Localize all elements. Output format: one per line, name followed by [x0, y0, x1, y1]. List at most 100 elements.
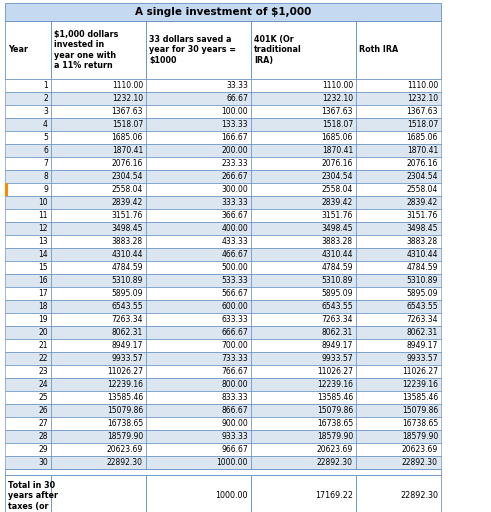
Bar: [146, 21, 251, 79]
Text: 8062.31: 8062.31: [322, 328, 353, 337]
Text: 3: 3: [43, 107, 48, 116]
Text: 3151.76: 3151.76: [407, 211, 438, 220]
Text: 5310.89: 5310.89: [322, 276, 353, 285]
Bar: [356, 170, 441, 183]
Text: 166.67: 166.67: [221, 133, 248, 142]
Bar: [51, 430, 146, 443]
Bar: [356, 365, 441, 378]
Text: 20623.69: 20623.69: [317, 445, 353, 454]
Text: 100.00: 100.00: [221, 107, 248, 116]
Bar: [51, 313, 146, 326]
Text: 2304.54: 2304.54: [111, 172, 143, 181]
Text: 5: 5: [43, 133, 48, 142]
Bar: [356, 456, 441, 469]
Bar: [251, 144, 356, 157]
Text: 766.67: 766.67: [221, 367, 248, 376]
Bar: [356, 183, 441, 196]
Bar: [51, 144, 146, 157]
Bar: [251, 209, 356, 222]
Text: 7: 7: [43, 159, 48, 168]
Bar: [356, 287, 441, 300]
Bar: [51, 443, 146, 456]
Text: 15079.86: 15079.86: [107, 406, 143, 415]
Bar: [5, 365, 51, 378]
Text: 1232.10: 1232.10: [407, 94, 438, 103]
Text: 1110.00: 1110.00: [112, 81, 143, 90]
Text: 11026.27: 11026.27: [107, 367, 143, 376]
Text: 666.67: 666.67: [221, 328, 248, 337]
Text: 14: 14: [38, 250, 48, 259]
Text: 233.33: 233.33: [221, 159, 248, 168]
Bar: [146, 475, 251, 512]
Text: 7263.34: 7263.34: [111, 315, 143, 324]
Text: 9933.57: 9933.57: [322, 354, 353, 363]
Text: 3883.28: 3883.28: [407, 237, 438, 246]
Text: 3883.28: 3883.28: [112, 237, 143, 246]
Text: 2076.16: 2076.16: [322, 159, 353, 168]
Bar: [51, 170, 146, 183]
Bar: [146, 144, 251, 157]
Text: 4: 4: [43, 120, 48, 129]
Bar: [5, 430, 51, 443]
Text: 2839.42: 2839.42: [322, 198, 353, 207]
Bar: [5, 339, 51, 352]
Bar: [5, 300, 51, 313]
Bar: [251, 475, 356, 512]
Bar: [5, 196, 51, 209]
Bar: [51, 209, 146, 222]
Text: 16738.65: 16738.65: [107, 419, 143, 428]
Bar: [251, 313, 356, 326]
Bar: [356, 209, 441, 222]
Bar: [146, 196, 251, 209]
Bar: [5, 157, 51, 170]
Bar: [251, 170, 356, 183]
Text: 3151.76: 3151.76: [111, 211, 143, 220]
Bar: [51, 417, 146, 430]
Bar: [146, 183, 251, 196]
Text: 3498.45: 3498.45: [111, 224, 143, 233]
Bar: [5, 456, 51, 469]
Bar: [251, 339, 356, 352]
Text: 500.00: 500.00: [221, 263, 248, 272]
Bar: [146, 118, 251, 131]
Text: 8949.17: 8949.17: [407, 341, 438, 350]
Text: 533.33: 533.33: [221, 276, 248, 285]
Text: 11: 11: [38, 211, 48, 220]
Text: 18579.90: 18579.90: [107, 432, 143, 441]
Text: 1110.00: 1110.00: [407, 81, 438, 90]
Bar: [251, 417, 356, 430]
Bar: [51, 222, 146, 235]
Bar: [146, 79, 251, 92]
Text: Year: Year: [8, 46, 28, 54]
Bar: [5, 313, 51, 326]
Bar: [146, 105, 251, 118]
Bar: [146, 430, 251, 443]
Text: 13585.46: 13585.46: [317, 393, 353, 402]
Bar: [356, 391, 441, 404]
Bar: [51, 92, 146, 105]
Text: 2: 2: [43, 94, 48, 103]
Bar: [5, 475, 51, 512]
Bar: [356, 475, 441, 512]
Bar: [146, 417, 251, 430]
Bar: [146, 261, 251, 274]
Text: 8062.31: 8062.31: [112, 328, 143, 337]
Bar: [356, 105, 441, 118]
Text: 28: 28: [38, 432, 48, 441]
Bar: [251, 443, 356, 456]
Text: 1000.00: 1000.00: [217, 458, 248, 467]
Text: 10: 10: [38, 198, 48, 207]
Text: 15079.86: 15079.86: [402, 406, 438, 415]
Text: 600.00: 600.00: [221, 302, 248, 311]
Bar: [5, 118, 51, 131]
Bar: [356, 118, 441, 131]
Text: 5895.09: 5895.09: [111, 289, 143, 298]
Bar: [146, 92, 251, 105]
Bar: [51, 339, 146, 352]
Bar: [356, 92, 441, 105]
Bar: [251, 21, 356, 79]
Text: 333.33: 333.33: [221, 198, 248, 207]
Text: $1,000 dollars
invested in
year one with
a 11% return: $1,000 dollars invested in year one with…: [54, 30, 118, 70]
Bar: [356, 21, 441, 79]
Bar: [5, 287, 51, 300]
